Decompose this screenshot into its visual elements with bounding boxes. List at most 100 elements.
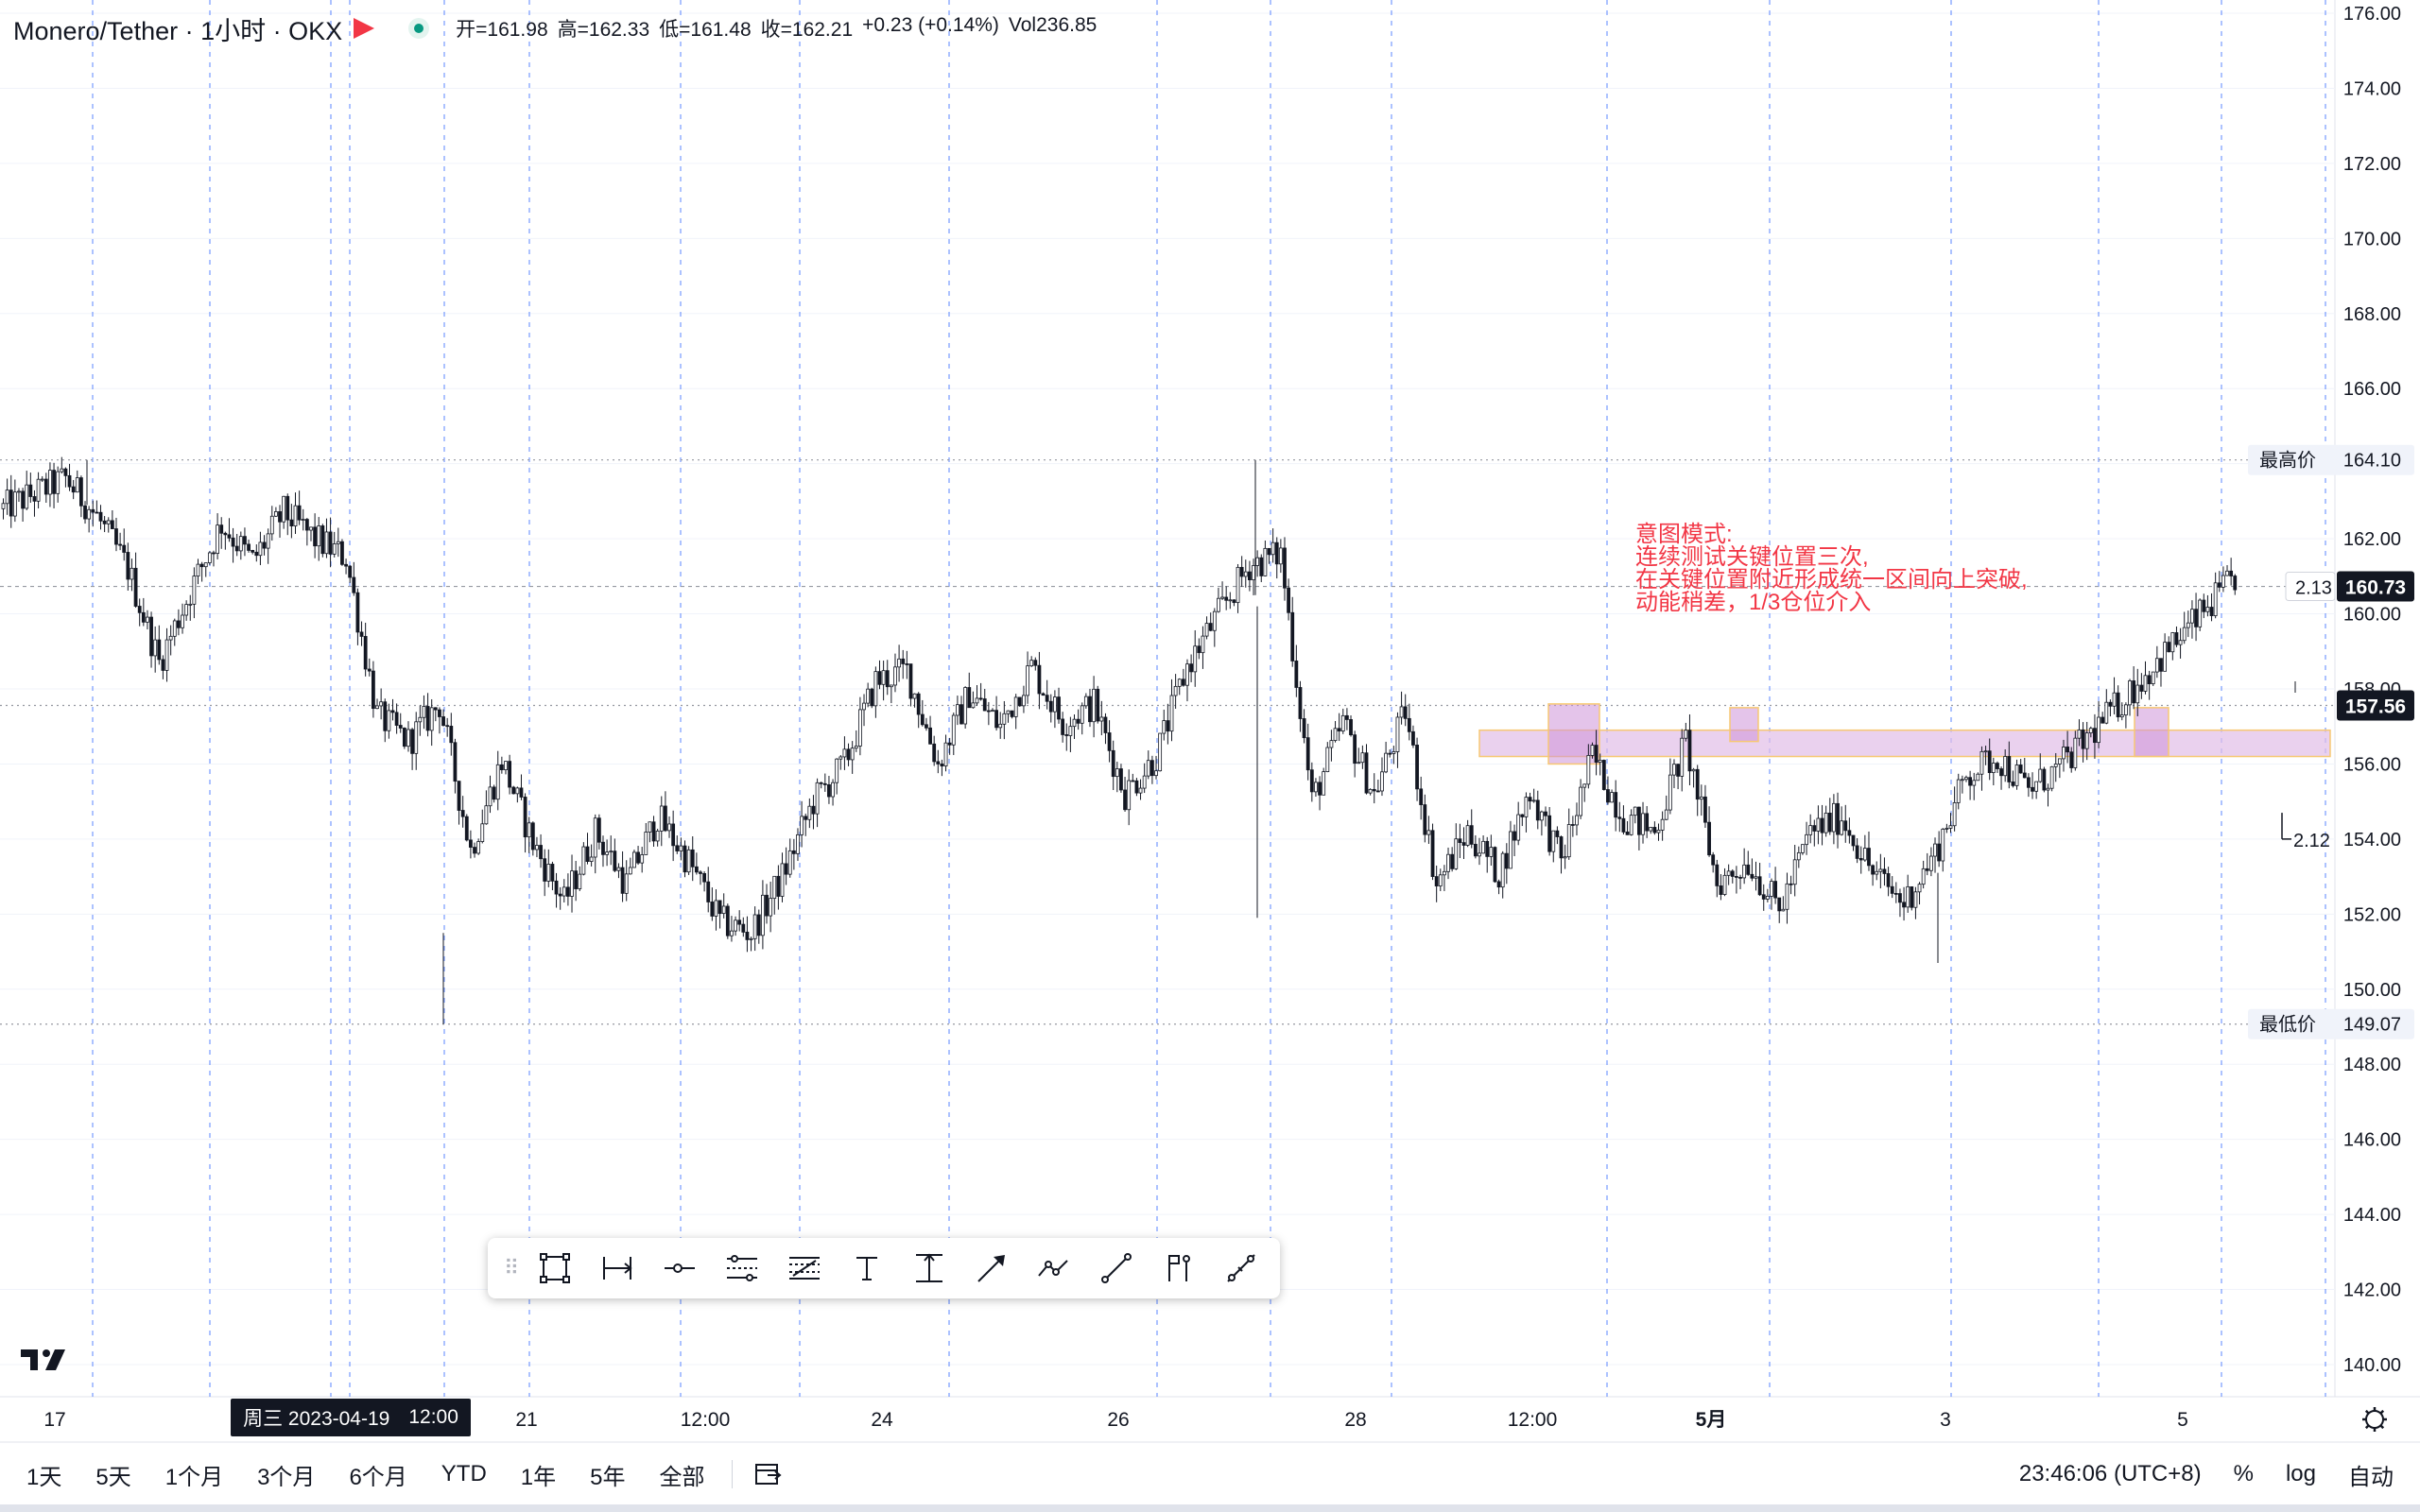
candle-body xyxy=(2100,716,2105,724)
candle-body xyxy=(1801,844,1805,853)
range-6m[interactable]: 6个月 xyxy=(349,1464,407,1490)
arrow-icon[interactable] xyxy=(960,1238,1023,1298)
candle-body xyxy=(511,786,516,795)
price-chart[interactable]: 176.00 174.00 172.00 170.00 168.00 166.00 164.… xyxy=(0,0,2420,1444)
candle-body xyxy=(765,894,769,917)
rectangle-icon[interactable] xyxy=(524,1238,586,1298)
candle-body xyxy=(17,490,21,493)
drag-handle-icon[interactable]: ⠿ xyxy=(503,1256,520,1280)
candle-body xyxy=(1781,908,1786,912)
candle-body xyxy=(1925,868,1929,871)
candle-body xyxy=(71,486,76,493)
candle-body xyxy=(332,543,337,555)
candle-body xyxy=(854,746,858,749)
path-icon[interactable] xyxy=(1023,1238,1085,1298)
range-5y[interactable]: 5年 xyxy=(590,1464,626,1490)
candle-body xyxy=(320,525,325,555)
candle-body xyxy=(1917,884,1922,893)
range-3m[interactable]: 3个月 xyxy=(257,1464,316,1490)
candle-body xyxy=(1785,883,1789,910)
candle-body xyxy=(605,851,609,855)
candle-body xyxy=(1637,806,1641,835)
price-range-icon[interactable] xyxy=(898,1238,960,1298)
candle-body xyxy=(1509,831,1512,869)
candle-body xyxy=(756,914,761,936)
candle-body xyxy=(725,905,730,936)
drawing-toolbar[interactable]: ⠿ xyxy=(488,1238,1280,1298)
percent-toggle[interactable]: % xyxy=(2233,1461,2254,1486)
candle-body xyxy=(2170,632,2175,653)
candle-body xyxy=(877,671,882,685)
fib-retracement-icon[interactable] xyxy=(773,1238,836,1298)
time-tick-label: 12:00 xyxy=(681,1409,731,1431)
candle-body xyxy=(1617,816,1622,819)
candle-body xyxy=(730,930,734,936)
range-1y[interactable]: 1年 xyxy=(520,1464,557,1490)
candle-body xyxy=(1820,817,1824,833)
candle-body xyxy=(772,875,777,900)
candle-body xyxy=(659,805,664,832)
auto-toggle[interactable]: 自动 xyxy=(2348,1464,2394,1490)
candle-body xyxy=(1092,688,1096,723)
flag-marker-icon[interactable] xyxy=(1148,1238,1210,1298)
date-range-icon[interactable] xyxy=(586,1238,648,1298)
candle-body xyxy=(146,616,149,623)
candle-body xyxy=(1380,771,1384,792)
candle-body xyxy=(1594,745,1599,764)
parallel-channel-icon[interactable] xyxy=(711,1238,773,1298)
ruler-icon[interactable] xyxy=(1210,1238,1272,1298)
range-ytd[interactable]: YTD xyxy=(441,1461,487,1486)
settings-gear-icon[interactable] xyxy=(2365,1410,2384,1429)
annotation-text[interactable]: 意图模式: 连续测试关键位置三次, 在关键位置附近形成统一区间向上突破, 动能稍差，1… xyxy=(1635,524,2028,614)
candle-body xyxy=(523,797,527,838)
candle-body xyxy=(1598,760,1602,764)
candle-body xyxy=(1735,876,1738,878)
text-icon[interactable] xyxy=(836,1238,898,1298)
candle-body xyxy=(1641,813,1645,835)
candle-body xyxy=(1177,679,1182,687)
candle-body xyxy=(2011,782,2015,786)
candle-body xyxy=(644,832,648,855)
candle-body xyxy=(2143,675,2148,692)
range-5d[interactable]: 5天 xyxy=(95,1464,131,1490)
symbol-title[interactable]: Monero/Tether · 1小时 · OKX xyxy=(13,16,343,45)
candle-body xyxy=(1446,853,1450,872)
price-tick-label: 176.00 xyxy=(2343,4,2401,25)
candle-body xyxy=(297,505,302,521)
candle-body xyxy=(796,833,800,854)
candle-body xyxy=(1278,547,1283,565)
range-1m[interactable]: 1个月 xyxy=(164,1464,224,1490)
trend-line-icon[interactable] xyxy=(1085,1238,1148,1298)
candle-body xyxy=(1068,726,1073,736)
tradingview-logo-icon[interactable] xyxy=(21,1346,70,1372)
candle-body xyxy=(1411,730,1415,746)
candle-body xyxy=(780,863,785,897)
time-tick-label: 21 xyxy=(515,1409,537,1431)
candle-body xyxy=(710,902,715,917)
candle-body xyxy=(1645,813,1650,832)
price-tick-label: 148.00 xyxy=(2343,1055,2401,1075)
candle-body xyxy=(1204,623,1209,637)
open-value: 开=161.98 xyxy=(456,19,548,41)
candle-body xyxy=(699,871,702,874)
candle-body xyxy=(1309,769,1314,793)
candle-body xyxy=(390,710,395,713)
candle-body xyxy=(967,687,972,709)
range-all[interactable]: 全部 xyxy=(659,1464,705,1490)
range-1d[interactable]: 1天 xyxy=(26,1464,62,1490)
candle-body xyxy=(266,533,270,549)
horizontal-ray-icon[interactable] xyxy=(648,1238,711,1298)
candle-body xyxy=(164,639,169,671)
candle-body xyxy=(199,563,204,568)
log-toggle[interactable]: log xyxy=(2285,1461,2316,1486)
clock[interactable]: 23:46:06 (UTC+8) xyxy=(2018,1461,2202,1486)
candle-body xyxy=(1395,716,1400,752)
candle-body xyxy=(1259,557,1264,576)
goto-date-icon[interactable] xyxy=(752,1458,784,1490)
candle-body xyxy=(558,893,562,897)
candle-body xyxy=(1808,825,1813,835)
flag-icon[interactable] xyxy=(354,18,375,39)
high-value: 高=162.33 xyxy=(557,19,650,41)
candle-body xyxy=(402,728,406,747)
candle-body xyxy=(1185,663,1189,686)
